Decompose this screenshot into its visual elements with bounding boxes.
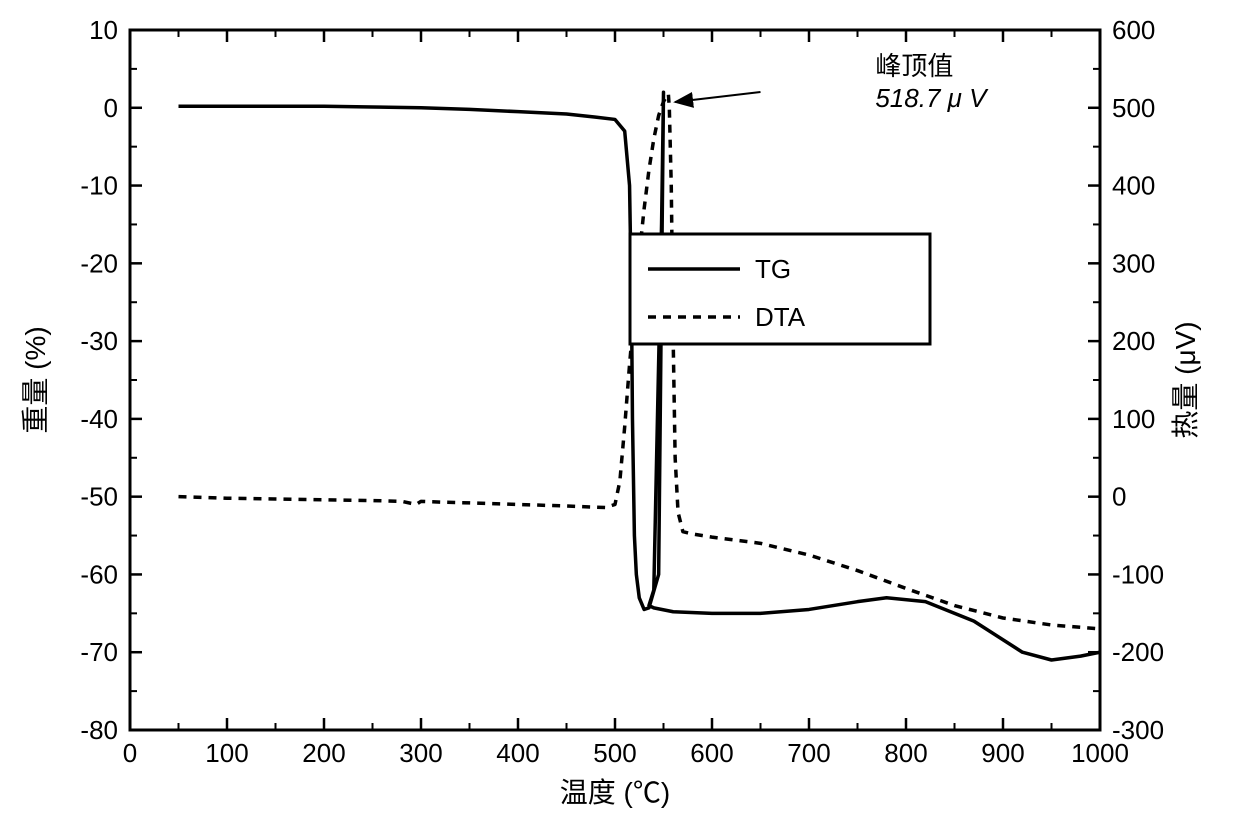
y-right-tick-label: 500 <box>1112 93 1155 123</box>
y-right-tick-label: -300 <box>1112 715 1164 745</box>
series-tg <box>179 92 1101 660</box>
y-right-tick-label: 100 <box>1112 404 1155 434</box>
chart-container: 01002003004005006007008009001000-80-70-6… <box>0 0 1240 829</box>
x-tick-label: 200 <box>302 738 345 768</box>
plot-border <box>130 30 1100 730</box>
x-tick-label: 100 <box>205 738 248 768</box>
y-right-tick-label: 200 <box>1112 326 1155 356</box>
x-tick-label: 600 <box>690 738 733 768</box>
y-left-axis-label: 重量 (%) <box>20 326 51 433</box>
x-tick-label: 500 <box>593 738 636 768</box>
y-left-tick-label: -80 <box>80 715 118 745</box>
x-tick-label: 800 <box>884 738 927 768</box>
y-left-tick-label: -30 <box>80 326 118 356</box>
y-right-axis-label: 热量 (μV) <box>1170 321 1201 438</box>
y-left-tick-label: -40 <box>80 404 118 434</box>
series-dta <box>179 94 1101 629</box>
y-right-tick-label: 0 <box>1112 482 1126 512</box>
x-tick-label: 700 <box>787 738 830 768</box>
tg-dta-chart: 01002003004005006007008009001000-80-70-6… <box>0 0 1240 829</box>
y-left-tick-label: -10 <box>80 171 118 201</box>
x-axis-label: 温度 (℃) <box>560 777 670 808</box>
y-left-tick-label: -70 <box>80 637 118 667</box>
x-tick-label: 400 <box>496 738 539 768</box>
y-right-tick-label: -100 <box>1112 559 1164 589</box>
y-left-tick-label: -50 <box>80 482 118 512</box>
annotation-text-2: 518.7 μ V <box>875 83 989 113</box>
annotation-arrow <box>675 92 760 102</box>
x-tick-label: 0 <box>123 738 137 768</box>
x-tick-label: 900 <box>981 738 1024 768</box>
y-right-tick-label: 600 <box>1112 15 1155 45</box>
y-left-tick-label: -20 <box>80 248 118 278</box>
annotation-text-1: 峰顶值 <box>875 51 953 81</box>
y-left-tick-label: 0 <box>104 93 118 123</box>
y-right-tick-label: 300 <box>1112 248 1155 278</box>
y-right-tick-label: 400 <box>1112 171 1155 201</box>
y-left-tick-label: -60 <box>80 559 118 589</box>
legend-label-tg: TG <box>755 254 791 284</box>
x-tick-label: 300 <box>399 738 442 768</box>
y-left-tick-label: 10 <box>89 15 118 45</box>
y-right-tick-label: -200 <box>1112 637 1164 667</box>
legend-label-dta: DTA <box>755 302 806 332</box>
